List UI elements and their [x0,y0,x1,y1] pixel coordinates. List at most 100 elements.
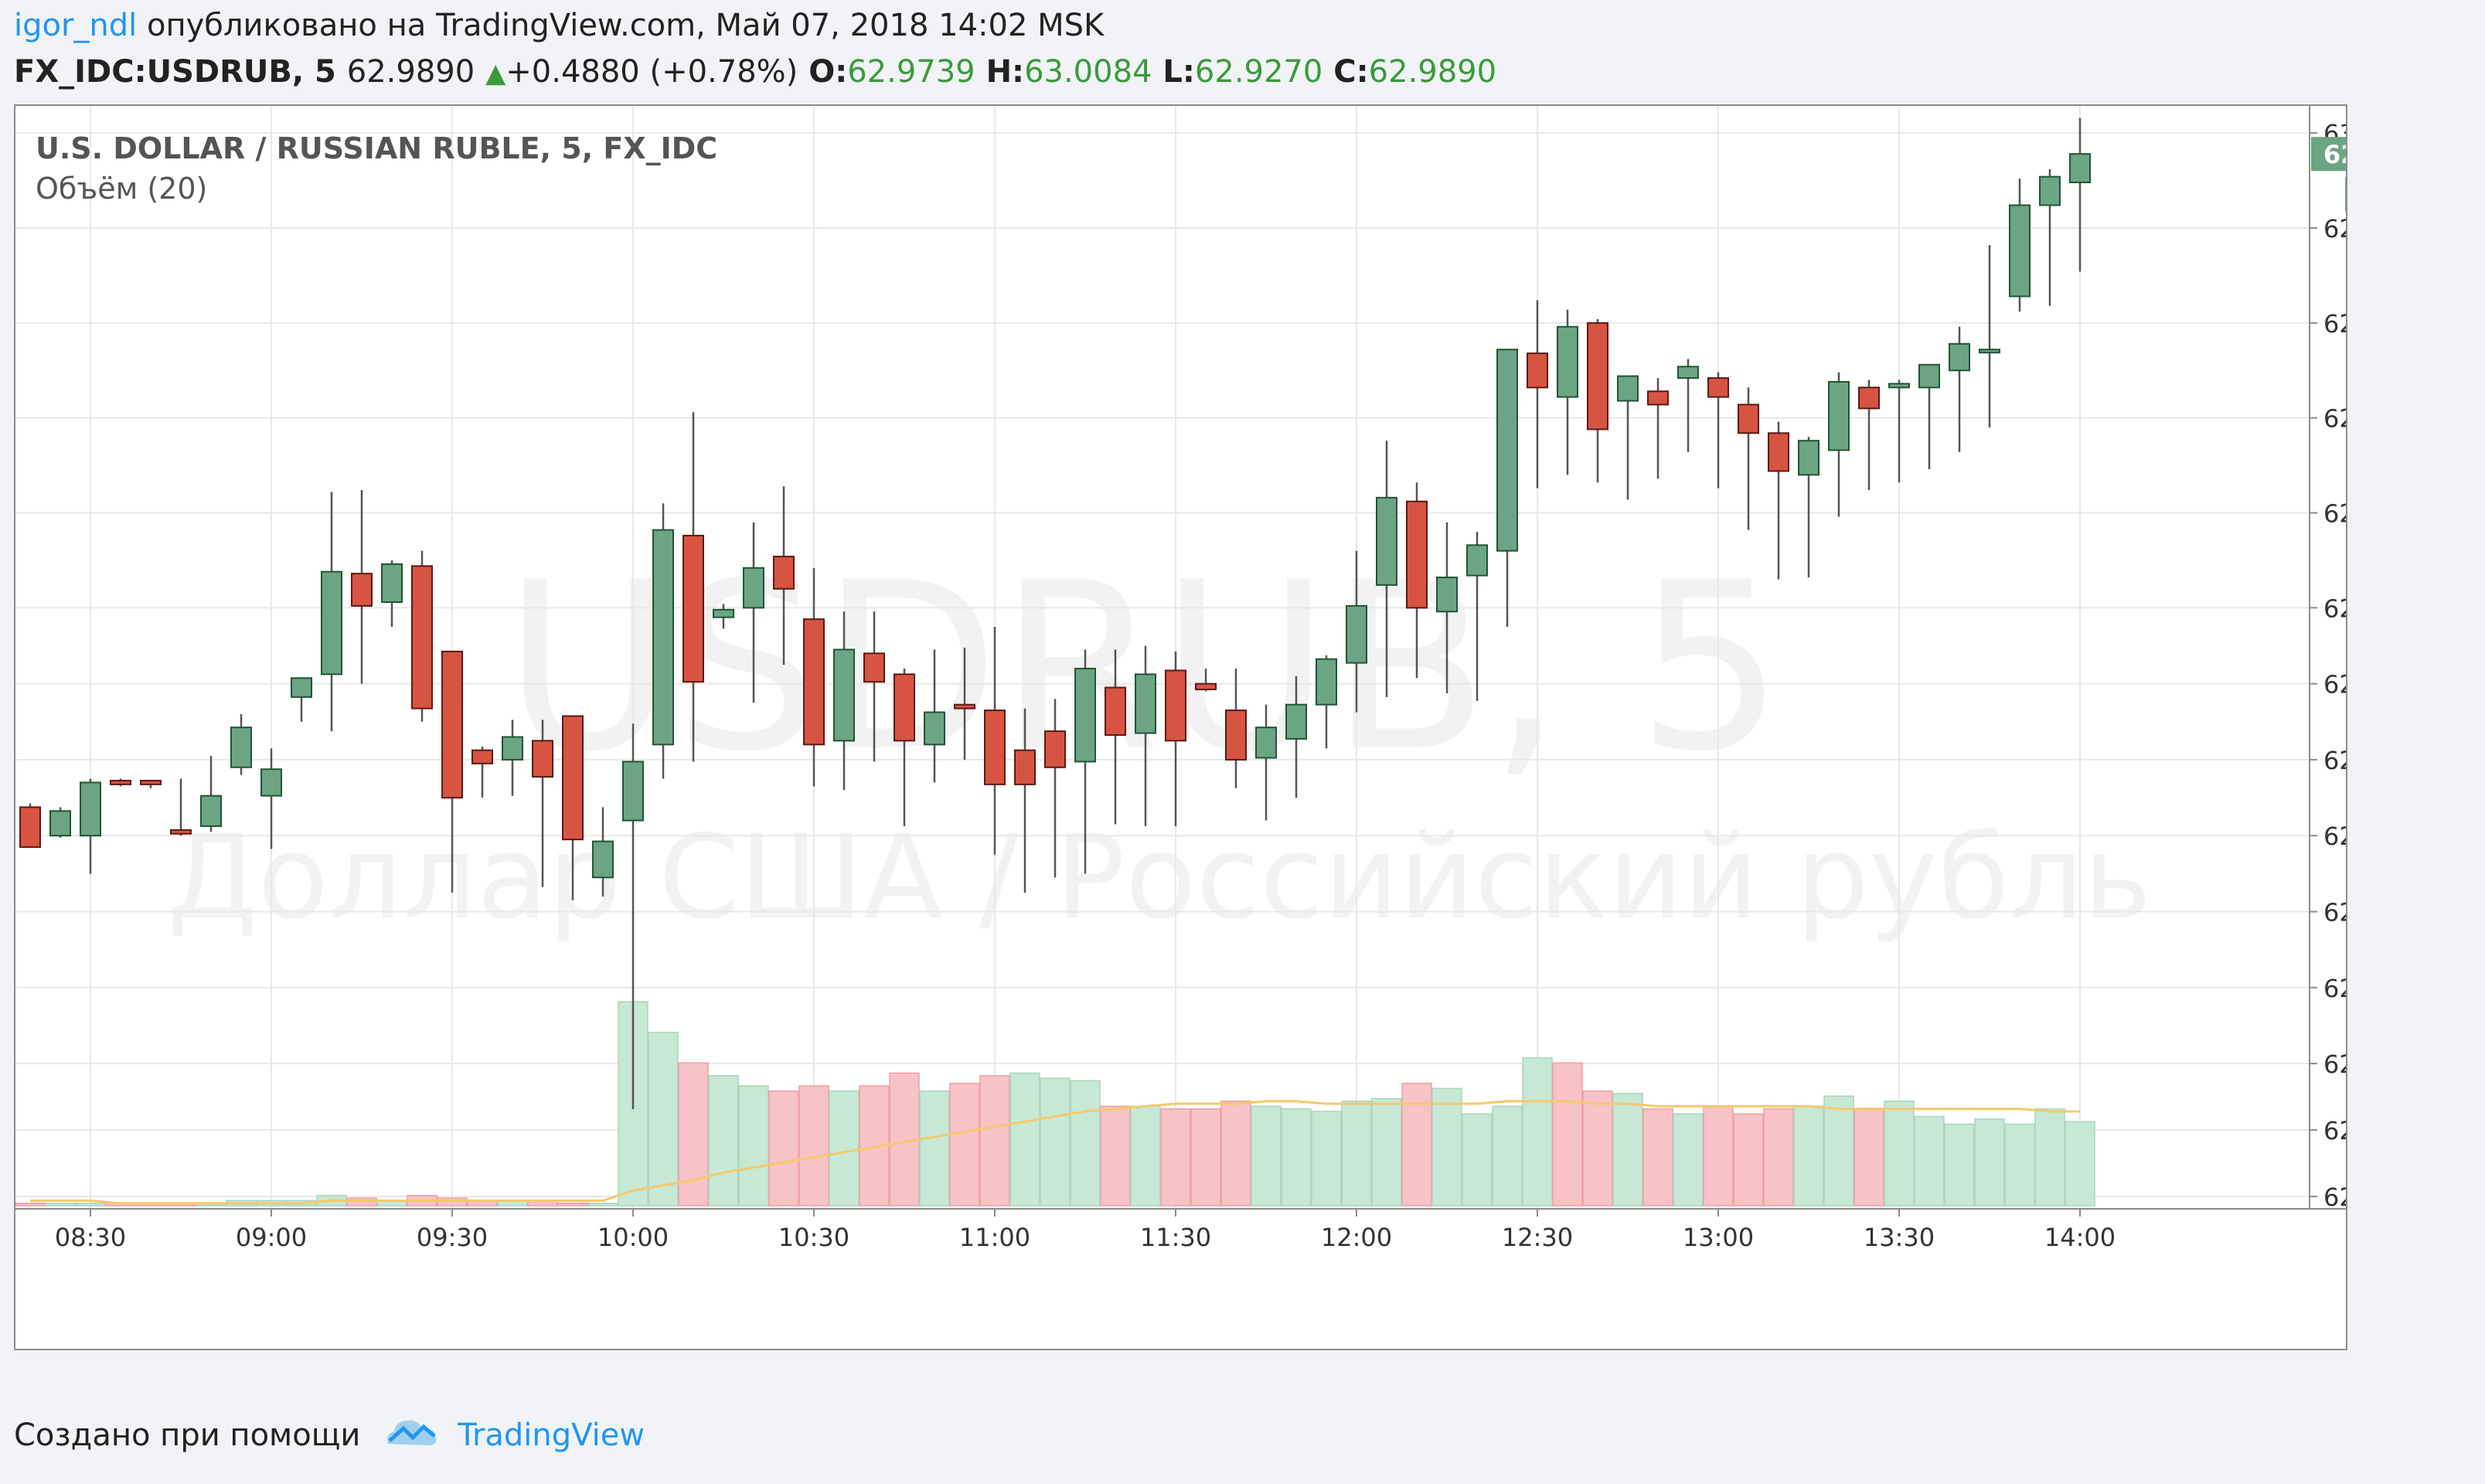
volume-bar [919,1090,950,1207]
candle-body [1466,544,1488,577]
volume-bar [346,1197,377,1207]
y-tick-label: 62.9500 [2323,214,2346,243]
high-label: H: [985,54,1025,90]
volume-bar [2065,1121,2095,1207]
high-value: 63.0084 [1024,54,1152,90]
y-tick-label: 62.5500 [2323,974,2346,1003]
volume-bar [1823,1095,1854,1207]
volume-bar [979,1074,1010,1207]
volume-bar [1281,1108,1312,1207]
candle-body [1798,440,1819,476]
volume-bar [1190,1108,1221,1207]
low-label: L: [1163,54,1195,90]
candle-body [863,652,885,683]
volume-bar [1341,1100,1372,1207]
last-price-badge [2311,137,2346,172]
volume-legend: Объём (20) [36,172,207,206]
volume-bar [1763,1108,1794,1207]
candle-body [1316,658,1337,706]
candle-body [1647,390,1669,406]
volume-bar [15,1202,46,1207]
candle-body [1677,366,1699,380]
volume-bar [1522,1057,1553,1207]
candle-body [1768,432,1789,472]
x-tick-label: 09:00 [236,1223,307,1252]
candle-body [1165,669,1186,742]
volume-bar [1070,1080,1101,1207]
open-label: O: [808,54,848,90]
volume-bar [557,1202,588,1207]
tradingview-cloud-icon[interactable] [383,1414,441,1456]
candle-body [80,781,101,837]
y-tick-label: 62.6300 [2323,822,2346,851]
candle-body [924,711,945,746]
volume-bar [1040,1077,1071,1207]
candle-body [803,618,825,746]
x-tick-label: 11:30 [1140,1223,1211,1252]
volume-bar [437,1197,468,1207]
close-label: C: [1333,54,1369,90]
volume-bar [1220,1100,1251,1207]
author-link[interactable]: igor_ndl [14,8,138,43]
candle-body [773,556,795,590]
candle-body [1225,710,1247,761]
candle-body [1496,349,1518,552]
candle-body [1346,604,1367,664]
x-tick-label: 11:00 [959,1223,1030,1252]
candle-body [291,677,312,698]
volume-bar [1552,1062,1583,1207]
volume-bar [678,1062,709,1207]
volume-bar [648,1031,679,1207]
y-tick-label: 62.5100 [2323,1050,2346,1079]
volume-bar [1431,1087,1462,1207]
tradingview-link[interactable]: TradingView [458,1418,645,1453]
candle-body [683,535,704,683]
candle-body [622,761,644,822]
candle-body [562,715,584,841]
y-tick-label: 62.7100 [2323,670,2346,699]
y-tick-label: 62.6700 [2323,746,2346,775]
x-tick-label: 12:00 [1321,1223,1392,1252]
countdown-badge [2345,177,2346,212]
candle-body [381,563,403,604]
volume-bar [1401,1082,1432,1207]
y-tick-label: 62.4400 [2323,1183,2346,1212]
candle-body [1376,496,1397,586]
volume-bar [829,1090,860,1207]
volume-bar [1884,1100,1915,1207]
y-tick-label: 62.8000 [2323,499,2346,529]
candle-body [49,810,71,837]
up-arrow-icon: ▲ [485,58,506,89]
volume-bar [1311,1111,1342,1207]
footer: Создано при помощи TradingView [14,1414,645,1456]
volume-bar [1100,1105,1131,1207]
candle-body [1707,377,1729,398]
candle-body [1738,403,1759,434]
volume-bar [768,1090,799,1207]
open-value: 62.9739 [847,54,975,90]
created-with-text: Создано при помощи [14,1418,361,1453]
y-tick-label: 62.4750 [2323,1116,2346,1145]
watermark-symbol: USDRUB, 5 [504,533,1784,802]
x-tick-label: 10:00 [597,1223,669,1252]
x-tick-label: 12:30 [1502,1223,1573,1252]
x-tick-label: 10:30 [778,1223,849,1252]
published-text: опубликовано на TradingView.com, Май 07,… [147,8,1105,43]
volume-bar [1612,1093,1643,1207]
candle-body [1918,363,1940,389]
candle-body [1979,349,2000,354]
candle-body [110,779,131,785]
candle-body [351,573,373,607]
volume-bar [949,1082,980,1207]
volume-bar [1160,1108,1191,1207]
candle-body [1828,380,1850,451]
volume-bar [1371,1098,1402,1207]
last-price: 62.9890 [346,54,475,90]
candle-body [19,806,41,848]
volume-bar [2004,1123,2035,1207]
volume-bar [738,1085,769,1207]
volume-ma-line [30,1100,2080,1205]
ohlc-line: FX_IDC:USDRUB, 5 62.9890 ▲+0.4880 (+0.78… [14,54,1496,90]
